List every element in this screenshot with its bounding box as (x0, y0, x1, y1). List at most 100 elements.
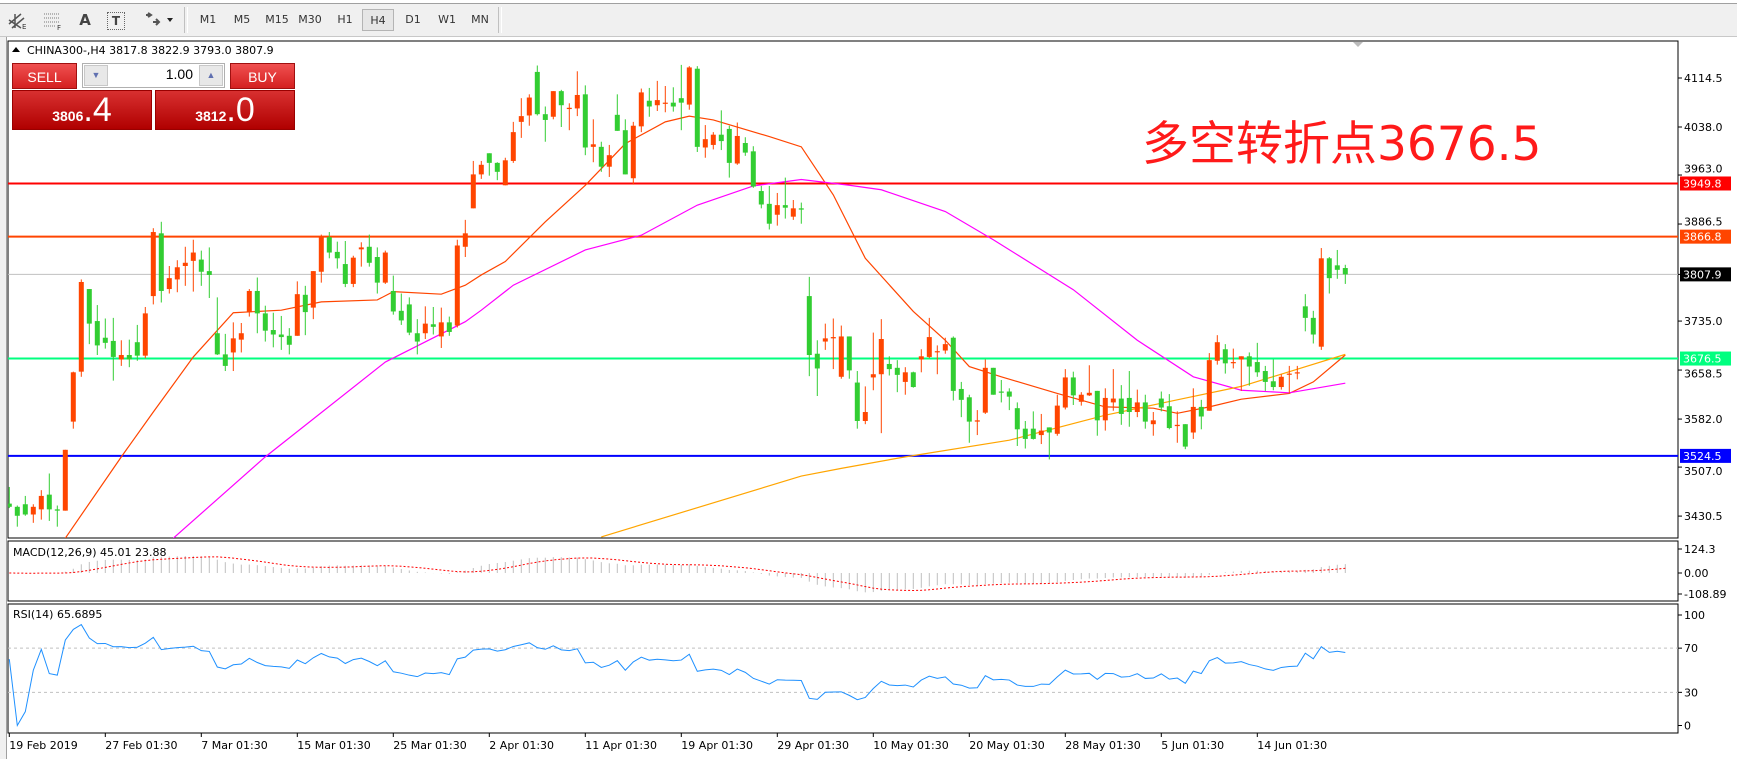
timeframe-m30[interactable]: M30 (298, 13, 322, 26)
candle-body[interactable] (1254, 362, 1260, 373)
candle-body[interactable] (646, 100, 652, 107)
candle-body[interactable] (742, 143, 748, 153)
candle-body[interactable] (1054, 405, 1060, 434)
candle-body[interactable] (598, 146, 604, 167)
candle-body[interactable] (718, 134, 724, 142)
candle-body[interactable] (638, 92, 644, 127)
candle-body[interactable] (766, 203, 772, 224)
timeframe-m15[interactable]: M15 (265, 13, 289, 26)
timeframe-m1[interactable]: M1 (199, 13, 217, 26)
candle-body[interactable] (342, 264, 348, 284)
candle-body[interactable] (54, 509, 60, 511)
candle-body[interactable] (614, 114, 620, 131)
candle-body[interactable] (846, 336, 852, 371)
candle-body[interactable] (518, 116, 524, 122)
candle-body[interactable] (1102, 397, 1108, 421)
candle-body[interactable] (142, 313, 148, 356)
candle-body[interactable] (894, 367, 900, 375)
candle-body[interactable] (862, 412, 868, 421)
candle-body[interactable] (7, 503, 12, 507)
candle-body[interactable] (422, 323, 428, 334)
candle-body[interactable] (1086, 392, 1092, 396)
candle-body[interactable] (1014, 408, 1020, 430)
candle-body[interactable] (382, 252, 388, 283)
candle-body[interactable] (214, 333, 220, 355)
candle-body[interactable] (334, 251, 340, 259)
candle-body[interactable] (1150, 420, 1156, 425)
candle-body[interactable] (606, 155, 612, 167)
candle-body[interactable] (854, 382, 860, 421)
timeframe-mn[interactable]: MN (471, 13, 489, 26)
text-label-icon[interactable]: T (107, 12, 125, 30)
candle-body[interactable] (278, 334, 284, 338)
buy-price-button[interactable]: 3812.0 (155, 90, 295, 130)
candle-body[interactable] (14, 506, 20, 516)
lot-stepper[interactable]: ▼ ▲ (82, 63, 225, 88)
candle-body[interactable] (622, 130, 628, 175)
candle-body[interactable] (1334, 265, 1340, 270)
candle-body[interactable] (1006, 391, 1012, 397)
candle-body[interactable] (1262, 371, 1268, 382)
equidistant-channel-icon[interactable]: E (5, 8, 31, 32)
candle-body[interactable] (230, 338, 236, 353)
candle-body[interactable] (1206, 360, 1212, 411)
candle-body[interactable] (430, 324, 436, 327)
candle-body[interactable] (182, 262, 188, 266)
candle-body[interactable] (30, 506, 36, 515)
candle-body[interactable] (166, 278, 172, 290)
candle-body[interactable] (326, 237, 332, 253)
candle-body[interactable] (654, 100, 660, 106)
candle-body[interactable] (1158, 398, 1164, 408)
candle-body[interactable] (1198, 406, 1204, 417)
candle-body[interactable] (574, 94, 580, 109)
lot-decrease-button[interactable]: ▼ (84, 65, 108, 86)
candle-body[interactable] (470, 174, 476, 209)
candle-body[interactable] (1126, 397, 1132, 413)
buy-button[interactable]: BUY (230, 63, 295, 89)
candle-body[interactable] (1294, 372, 1300, 374)
candle-body[interactable] (358, 247, 364, 250)
candle-body[interactable] (902, 372, 908, 382)
candle-body[interactable] (486, 153, 492, 163)
candle-body[interactable] (670, 102, 676, 107)
candle-body[interactable] (406, 304, 412, 333)
candle-body[interactable] (694, 68, 700, 147)
candle-body[interactable] (1190, 406, 1196, 433)
candle-body[interactable] (782, 205, 788, 208)
candle-body[interactable] (1030, 428, 1036, 439)
candle-body[interactable] (78, 281, 84, 372)
candle-body[interactable] (982, 367, 988, 413)
candle-body[interactable] (526, 97, 532, 116)
candle-body[interactable] (398, 310, 404, 321)
candle-body[interactable] (590, 144, 596, 147)
candle-body[interactable] (1062, 377, 1068, 408)
arrows-icon[interactable] (142, 8, 178, 32)
candle-body[interactable] (494, 162, 500, 172)
candle-body[interactable] (502, 160, 508, 186)
lot-increase-button[interactable]: ▲ (199, 65, 223, 86)
candle-body[interactable] (822, 338, 828, 342)
candle-body[interactable] (702, 139, 708, 148)
candle-body[interactable] (198, 259, 204, 272)
candle-body[interactable] (158, 233, 164, 291)
fibonacci-icon[interactable]: F (40, 8, 66, 32)
candle-body[interactable] (582, 94, 588, 148)
candle-body[interactable] (94, 321, 100, 346)
candle-body[interactable] (462, 233, 468, 247)
timeframe-w1[interactable]: W1 (438, 13, 456, 26)
candle-body[interactable] (1110, 398, 1116, 403)
candle-body[interactable] (302, 294, 308, 313)
candle-body[interactable] (126, 355, 132, 360)
candle-body[interactable] (1022, 428, 1028, 439)
candle-body[interactable] (870, 374, 876, 378)
candle-body[interactable] (390, 290, 396, 312)
candle-body[interactable] (1166, 406, 1172, 429)
candle-body[interactable] (710, 134, 716, 145)
candle-body[interactable] (414, 333, 420, 342)
candle-body[interactable] (374, 257, 380, 283)
candle-body[interactable] (998, 391, 1004, 393)
candle-body[interactable] (254, 290, 260, 314)
timeframe-d1[interactable]: D1 (405, 13, 421, 26)
candle-body[interactable] (926, 337, 932, 357)
candle-body[interactable] (542, 114, 548, 120)
